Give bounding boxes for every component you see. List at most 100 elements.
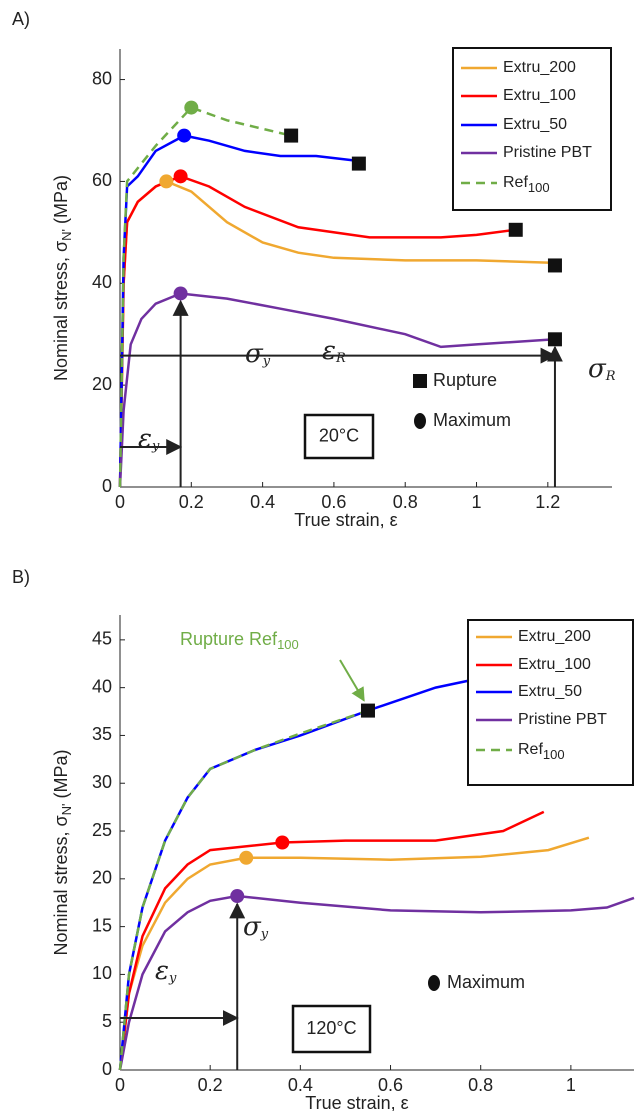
annotation: εR [322,336,346,366]
legend-label: Extru_50 [518,683,582,700]
y-tick-label: 80 [92,68,112,88]
x-tick-label: 1.2 [535,492,560,512]
temperature-box [303,413,375,460]
legend-label-main: Extru_100 [518,656,591,673]
key-symbol [414,413,426,429]
annotation-sub: y [260,927,269,942]
legend-label: Extru_100 [503,87,576,104]
legend-label: Extru_50 [503,116,567,133]
series-line [118,894,635,1071]
maximum-marker [173,169,188,184]
annotation-main: σ [243,912,262,942]
y-tick-label: 30 [92,772,112,792]
x-axis-label-main: True strain, ε [305,1093,408,1111]
key-label: Rupture [433,370,497,390]
rupture-marker [284,128,299,143]
annotation-main: ε [322,336,336,366]
legend-label-main: Extru_50 [503,116,567,133]
x-axis-label-main: True strain, ε [294,510,397,530]
y-tick-label: 40 [92,676,112,696]
y-tick-label: 45 [92,629,112,649]
panel-label: B) [12,567,30,587]
maximum-marker [159,174,174,189]
legend-label: Pristine PBT [518,711,607,728]
y-tick-label: 0 [102,1059,112,1079]
annotation-main: ε [155,956,169,986]
annotation-main: σ [588,354,607,384]
y-axis-label-suffix: (MPa) [51,175,71,229]
legend-label-main: Extru_50 [518,683,582,700]
legend-label-main: Pristine PBT [503,144,592,161]
y-tick-label: 20 [92,374,112,394]
y-axis-label-main: Nominal stress, σ [51,241,71,381]
y-tick-label: 40 [92,272,112,292]
legend-label-main: Pristine PBT [518,711,607,728]
series-line [118,292,556,488]
annotation: Rupture Ref100 [180,629,299,653]
key-symbol [428,975,440,991]
rupture-marker [547,332,562,347]
y-tick-label: 5 [102,1011,112,1031]
rupture-marker [351,156,366,171]
y-tick-label: 25 [92,820,112,840]
annotation: εy [155,956,177,986]
annotation: σy [243,912,269,942]
x-tick-label: 1 [566,1075,576,1095]
series-line [118,836,590,1071]
rupture-marker [360,703,375,718]
annotation-main: σ [245,339,264,369]
legend-label-main: Ref [503,174,528,191]
temperature-label: 120°C [306,1018,356,1038]
legend-label-main: Ref [518,741,543,758]
maximum-marker [173,286,188,301]
x-tick-label: 0 [115,1075,125,1095]
legend-label: Ref100 [518,741,565,762]
x-axis-label: True strain, ε [294,510,397,530]
rupture-marker [547,258,562,273]
y-tick-label: 20 [92,868,112,888]
x-tick-label: 0.4 [250,492,275,512]
panel-label: A) [12,9,30,29]
temperature-box [291,1004,372,1054]
annotation: σy [245,339,271,369]
y-axis-label-sub: N' [59,803,74,815]
series-line [118,174,516,488]
legend-label-sub: 100 [543,747,565,762]
legend-label: Extru_100 [518,656,591,673]
x-tick-label: 0.2 [198,1075,223,1095]
legend-box [467,619,634,786]
rupture-marker [508,222,523,237]
annotation-main: ε [138,424,152,454]
x-tick-label: 0 [115,492,125,512]
legend-label: Pristine PBT [503,144,592,161]
annotation: εy [138,424,160,454]
x-tick-label: 1 [472,492,482,512]
annotation-sub: R [605,369,616,384]
y-tick-label: 60 [92,170,112,190]
annotation-sub: y [262,354,271,369]
x-axis-label: True strain, ε [305,1093,408,1111]
y-axis-label: Nominal stress, σN' (MPa) [51,749,75,955]
series-line [118,810,545,1071]
maximum-marker [275,835,290,850]
x-tick-label: 0.8 [393,492,418,512]
x-tick-label: 0.2 [179,492,204,512]
x-tick-label: 0.6 [378,1075,403,1095]
legend-label: Extru_200 [503,59,576,76]
x-tick-label: 0.4 [288,1075,313,1095]
series-line [118,106,292,488]
annotation: σR [588,354,616,384]
maximum-marker [177,128,192,143]
maximum-marker [184,100,199,115]
maximum-marker [230,889,245,904]
y-axis-label: Nominal stress, σN' (MPa) [51,175,75,381]
key-symbol [413,374,427,388]
key-label: Maximum [447,972,525,992]
legend-label: Ref100 [503,174,550,195]
key-label: Maximum [433,410,511,430]
x-tick-label: 0.8 [468,1075,493,1095]
legend-label-main: Extru_200 [518,628,591,645]
y-tick-label: 10 [92,963,112,983]
legend-label-sub: 100 [528,180,550,195]
x-tick-label: 0.6 [321,492,346,512]
